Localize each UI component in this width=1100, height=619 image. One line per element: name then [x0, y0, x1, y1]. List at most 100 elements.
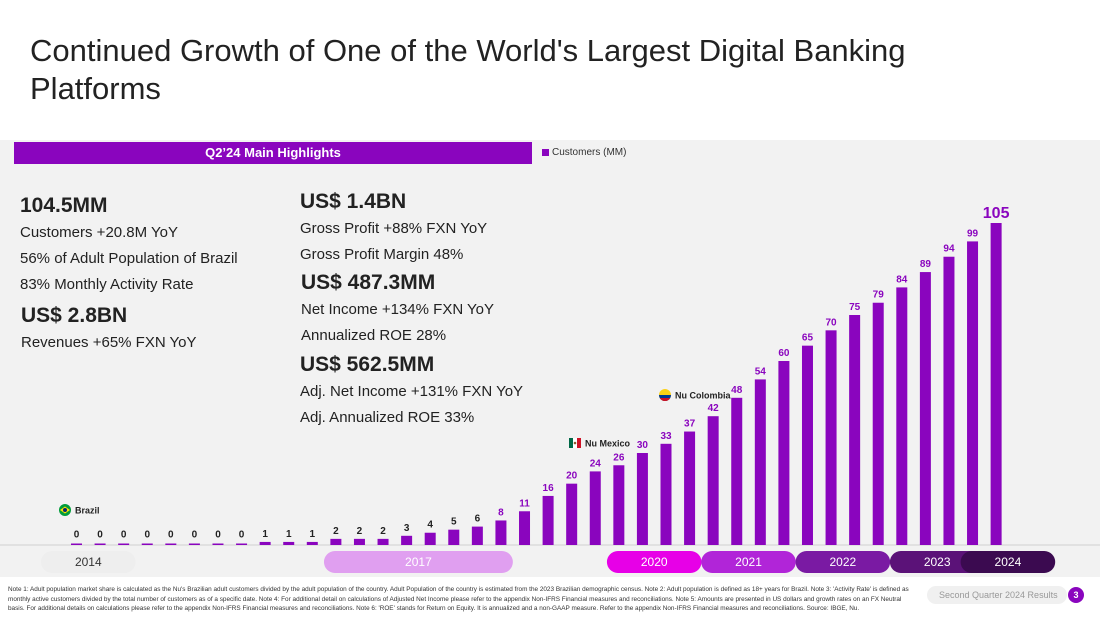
colombia-flag-red: [659, 398, 671, 402]
bar: [660, 443, 672, 545]
year-pill-label: 2020: [641, 555, 668, 569]
bar-value-label: 70: [825, 317, 837, 328]
bar: [94, 543, 106, 545]
bar: [896, 287, 908, 545]
bar: [778, 361, 790, 545]
kpi-line: 56% of Adult Population of Brazil: [20, 250, 238, 267]
bar: [542, 495, 554, 545]
bar: [71, 543, 82, 545]
kpi-line: 83% Monthly Activity Rate: [20, 276, 194, 293]
kpi-revenues: US$ 2.8BN Revenues +65% FXN YoY: [21, 302, 197, 356]
brazil-flag-globe: [63, 508, 67, 512]
bar-value-label: 0: [215, 530, 221, 541]
bar-value-label: 94: [943, 244, 955, 255]
bar-value-label: 1: [286, 529, 292, 540]
bar: [141, 543, 153, 545]
chart-legend: Customers (MM): [542, 147, 626, 158]
bar: [825, 330, 837, 545]
bar-value-label: 37: [684, 419, 696, 430]
mexico-flag-emblem: [573, 441, 577, 445]
bar-value-label: 0: [74, 530, 80, 541]
bar-value-label: 2: [357, 526, 363, 537]
bar: [330, 538, 342, 545]
bar: [731, 397, 743, 545]
bar-value-label: 2: [380, 526, 386, 537]
legend-swatch: [542, 149, 549, 156]
bar: [401, 535, 413, 545]
year-pill-label: 2017: [405, 555, 432, 569]
bar-value-label: 5: [451, 517, 457, 528]
bar-value-label: 26: [613, 452, 625, 463]
bar-value-label: 60: [778, 348, 790, 359]
bar: [188, 543, 200, 545]
bar: [566, 483, 578, 545]
year-pill-label: 2023: [924, 555, 951, 569]
bar: [801, 345, 813, 545]
bar-value-label: 8: [498, 507, 504, 518]
bar: [353, 538, 365, 545]
footer-label: Second Quarter 2024 Results: [927, 586, 1067, 604]
year-pill: [323, 551, 513, 573]
bar: [943, 256, 955, 545]
year-pill-label: 2014: [75, 555, 102, 569]
mexico-flag-icon: [569, 438, 573, 448]
bar-value-label: 54: [755, 366, 767, 377]
bar-value-label: 79: [873, 290, 885, 301]
page-number: 3: [1068, 587, 1084, 603]
kpi-adj-net-income: US$ 562.5MM Adj. Net Income +131% FXN Yo…: [300, 351, 523, 431]
market-launch-label: Nu Colombia: [675, 391, 731, 401]
bar-value-label: 1: [262, 529, 268, 540]
year-pill-label: 2022: [829, 555, 856, 569]
bar: [919, 272, 931, 545]
kpi-gross-profit: US$ 1.4BN Gross Profit +88% FXN YoY Gros…: [300, 188, 487, 268]
page-title: Continued Growth of One of the World's L…: [30, 33, 906, 106]
bar: [377, 538, 389, 545]
kpi-value: US$ 1.4BN: [300, 190, 407, 213]
bar: [283, 541, 295, 545]
kpi-value: 104.5MM: [20, 194, 108, 217]
bar: [613, 465, 625, 545]
year-pill: [889, 551, 985, 573]
kpi-line: Net Income +134% FXN YoY: [301, 301, 495, 318]
bar: [872, 302, 884, 545]
bar-value-label: 89: [920, 259, 932, 270]
year-pill-label: 2024: [995, 555, 1022, 569]
bar-value-label: 20: [566, 471, 578, 482]
bar-value-label: 0: [239, 530, 245, 541]
bar-value-label: 33: [660, 431, 672, 442]
bar: [306, 541, 318, 545]
bar-value-label: 105: [983, 205, 1010, 222]
year-pill: [41, 551, 136, 573]
kpi-value: US$ 562.5MM: [300, 353, 435, 376]
bar-value-label: 48: [731, 385, 743, 396]
bar: [259, 541, 271, 545]
kpi-line: Gross Profit +88% FXN YoY: [300, 220, 488, 237]
bar-value-label: 0: [144, 530, 150, 541]
year-pill-label: 2021: [735, 555, 762, 569]
bar: [471, 526, 483, 545]
kpi-line: Adj. Net Income +131% FXN YoY: [300, 383, 524, 400]
bar: [990, 223, 1002, 545]
bar-value-label: 6: [475, 514, 481, 525]
kpi-line: Gross Profit Margin 48%: [300, 246, 464, 263]
bar-value-label: 65: [802, 333, 814, 344]
bar-value-label: 3: [404, 523, 410, 534]
bar-value-label: 0: [121, 530, 127, 541]
kpi-line: Customers +20.8M YoY: [20, 224, 179, 241]
bar: [448, 529, 460, 545]
bar: [118, 543, 130, 545]
bar: [636, 453, 648, 545]
bar-value-label: 30: [637, 440, 649, 451]
mexico-flag-red: [577, 438, 581, 448]
year-pill: [960, 551, 1056, 573]
bar-value-label: 75: [849, 302, 861, 313]
year-pill: [701, 551, 796, 573]
bar: [424, 532, 436, 545]
bar-value-label: 16: [543, 483, 555, 494]
bar-value-label: 0: [168, 530, 174, 541]
bar-value-label: 0: [192, 530, 198, 541]
bar-value-label: 42: [708, 403, 720, 414]
year-pill: [795, 551, 891, 573]
kpi-net-income: US$ 487.3MM Net Income +134% FXN YoY Ann…: [301, 269, 494, 349]
